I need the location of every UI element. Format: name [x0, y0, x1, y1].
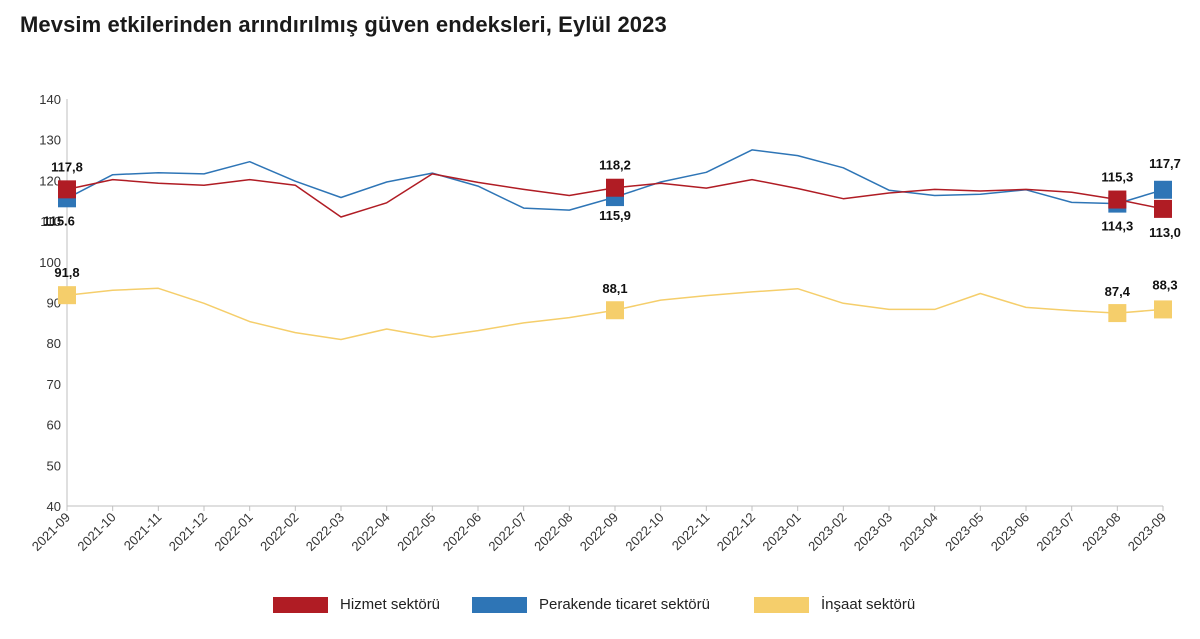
- data-point-marker: [1154, 300, 1172, 319]
- y-tick-label: 40: [47, 499, 61, 514]
- data-point-marker: [606, 178, 624, 197]
- legend-swatch-perakende: [472, 596, 527, 613]
- x-tick-label: 2021-10: [74, 510, 118, 554]
- legend-item-insaat: İnşaat sektörü: [754, 596, 915, 613]
- x-tick-label: 2023-09: [1125, 510, 1169, 554]
- x-tick-label: 2021-09: [29, 510, 73, 554]
- x-tick-label: 2023-02: [805, 510, 849, 554]
- x-tick-label: 2022-11: [669, 510, 713, 554]
- x-tick-label: 2023-07: [1033, 510, 1077, 554]
- data-point-marker: [58, 180, 76, 199]
- legend-swatch-hizmet: [273, 596, 328, 613]
- legend-label-hizmet: Hizmet sektörü: [340, 596, 441, 613]
- data-label: 115,3: [1101, 170, 1133, 185]
- data-point-marker: [1154, 199, 1172, 218]
- data-label: 117,8: [51, 159, 83, 174]
- legend-item-perakende: Perakende ticaret sektörü: [472, 596, 710, 613]
- y-tick-label: 100: [39, 255, 61, 270]
- x-tick-label: 2023-04: [896, 510, 940, 554]
- x-tick-label: 2022-06: [440, 510, 484, 554]
- y-tick-label: 140: [39, 92, 61, 107]
- x-tick-label: 2022-01: [211, 510, 255, 554]
- y-tick-label: 80: [47, 336, 61, 351]
- x-tick-label: 2022-04: [348, 510, 392, 554]
- x-tick-label: 2022-07: [485, 510, 529, 554]
- data-point-marker: [606, 301, 624, 320]
- data-label: 88,1: [602, 281, 627, 296]
- x-tick-label: 2023-05: [942, 510, 986, 554]
- legend-item-hizmet: Hizmet sektörü: [273, 596, 440, 613]
- y-tick-label: 130: [39, 133, 61, 148]
- x-tick-label: 2022-12: [714, 510, 758, 554]
- legend: Hizmet sektörü Perakende ticaret sektörü…: [0, 596, 1200, 618]
- data-point-marker: [1108, 190, 1127, 209]
- legend-label-insaat: İnşaat sektörü: [821, 596, 916, 613]
- data-label: 115.6: [43, 213, 75, 228]
- data-label: 117,7: [1149, 156, 1181, 171]
- x-tick-label: 2022-05: [394, 510, 438, 554]
- data-label: 118,2: [599, 158, 631, 173]
- data-point-marker: [58, 286, 76, 305]
- x-tick-label: 2022-10: [622, 510, 666, 554]
- x-tick-label: 2021-11: [121, 510, 165, 554]
- y-tick-label: 70: [47, 377, 61, 392]
- data-label: 115,9: [599, 208, 631, 223]
- x-tick-label: 2023-08: [1079, 510, 1123, 554]
- x-tick-label: 2021-12: [166, 510, 210, 554]
- data-label: 113,0: [1149, 225, 1181, 240]
- data-label: 91,8: [54, 265, 79, 280]
- legend-swatch-insaat: [754, 596, 809, 613]
- y-tick-label: 50: [47, 458, 61, 473]
- x-tick-label: 2022-02: [257, 510, 301, 554]
- x-tick-label: 2022-03: [303, 510, 347, 554]
- chart-title: Mevsim etkilerinden arındırılmış güven e…: [20, 12, 667, 37]
- x-tick-label: 2023-01: [759, 510, 803, 554]
- x-tick-label: 2022-09: [577, 510, 621, 554]
- data-label: 87,4: [1105, 284, 1131, 299]
- x-tick-label: 2022-08: [531, 510, 575, 554]
- data-label: 114,3: [1101, 219, 1133, 234]
- x-tick-label: 2023-03: [851, 510, 895, 554]
- data-point-marker: [1108, 304, 1127, 323]
- data-point-marker: [1154, 180, 1172, 199]
- y-tick-label: 90: [47, 296, 61, 311]
- data-label: 88,3: [1152, 277, 1177, 292]
- x-tick-label: 2023-06: [988, 510, 1032, 554]
- y-tick-label: 60: [47, 418, 61, 433]
- legend-label-perakende: Perakende ticaret sektörü: [539, 596, 710, 613]
- y-tick-label: 120: [39, 173, 61, 188]
- y-tick-label: 110: [40, 214, 61, 229]
